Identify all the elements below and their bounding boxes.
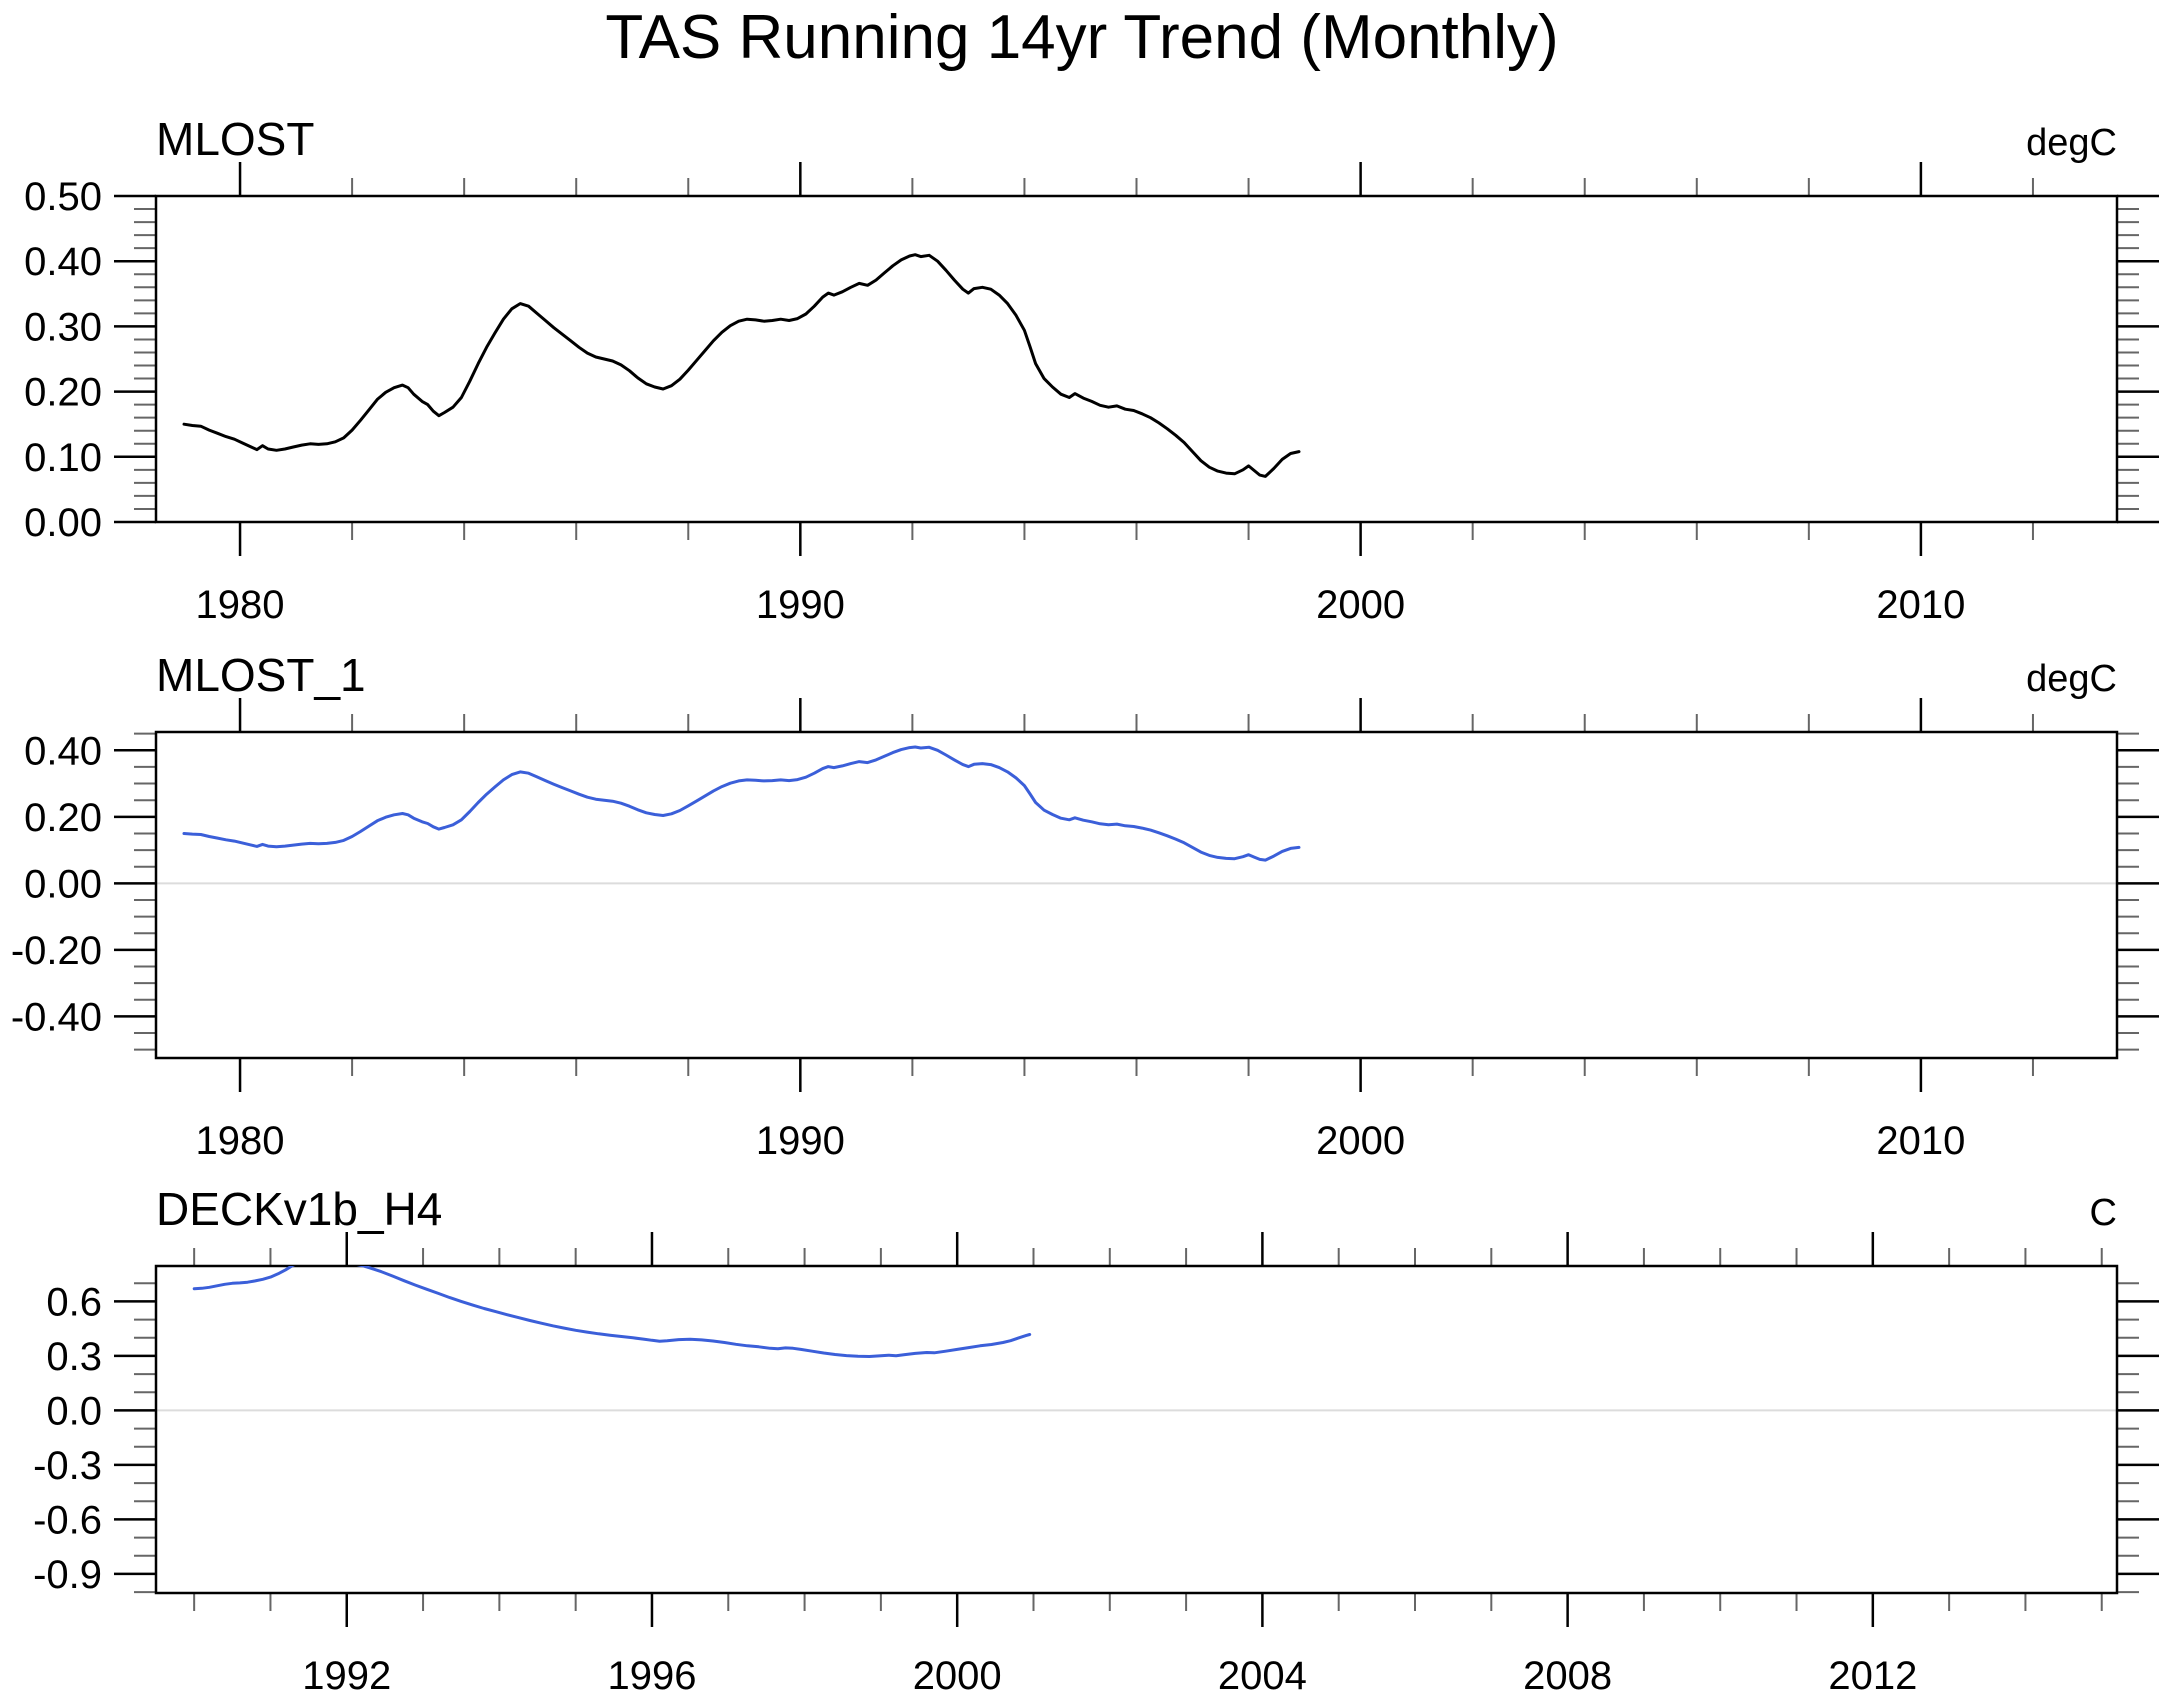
x-tick-label: 1990 — [756, 1119, 845, 1163]
y-tick-label: 0.40 — [24, 240, 102, 284]
y-tick-label: 0.00 — [24, 862, 102, 906]
panel-2-title: MLOST_1 — [156, 649, 366, 701]
y-tick-label: 0.50 — [24, 175, 102, 219]
data-line-deckv1b_h4 — [192, 1266, 1032, 1358]
x-tick-label: 2000 — [1316, 583, 1405, 627]
y-tick-label: -0.6 — [33, 1498, 102, 1542]
y-tick-label: 0.10 — [24, 436, 102, 480]
y-tick-label: -0.3 — [33, 1444, 102, 1488]
y-tick-label: -0.9 — [33, 1553, 102, 1597]
panel-2-unit-label: degC — [2026, 658, 2117, 700]
y-tick-label: -0.20 — [11, 929, 102, 973]
x-tick-label: 2000 — [913, 1654, 1002, 1695]
panel-3-unit-label: C — [2089, 1192, 2117, 1234]
panel-3-title: DECKv1b_H4 — [156, 1183, 443, 1235]
y-tick-label: 0.3 — [46, 1335, 102, 1379]
y-tick-label: 0.00 — [24, 501, 102, 545]
x-tick-label: 1980 — [196, 1119, 285, 1163]
x-tick-label: 1980 — [196, 583, 285, 627]
panel-1-unit-label: degC — [2026, 122, 2117, 164]
x-tick-label: 1992 — [302, 1654, 391, 1695]
x-tick-label: 2010 — [1876, 583, 1965, 627]
data-line-mlost_1 — [182, 745, 1301, 862]
y-tick-label: 0.6 — [46, 1280, 102, 1324]
x-tick-label: 2004 — [1218, 1654, 1307, 1695]
figure-title: TAS Running 14yr Trend (Monthly) — [605, 3, 1559, 72]
data-line-mlost — [182, 253, 1301, 478]
y-tick-label: 0.20 — [24, 796, 102, 840]
y-tick-label: 0.0 — [46, 1389, 102, 1433]
y-tick-label: 0.20 — [24, 371, 102, 415]
x-tick-label: 2010 — [1876, 1119, 1965, 1163]
y-tick-label: -0.40 — [11, 995, 102, 1039]
x-tick-label: 2000 — [1316, 1119, 1405, 1163]
panel-1-title: MLOST — [156, 113, 315, 165]
x-tick-label: 1990 — [756, 583, 845, 627]
x-tick-label: 2012 — [1828, 1654, 1917, 1695]
x-tick-label: 1996 — [607, 1654, 696, 1695]
x-tick-label: 2008 — [1523, 1654, 1612, 1695]
y-tick-label: 0.40 — [24, 729, 102, 773]
y-tick-label: 0.30 — [24, 305, 102, 349]
